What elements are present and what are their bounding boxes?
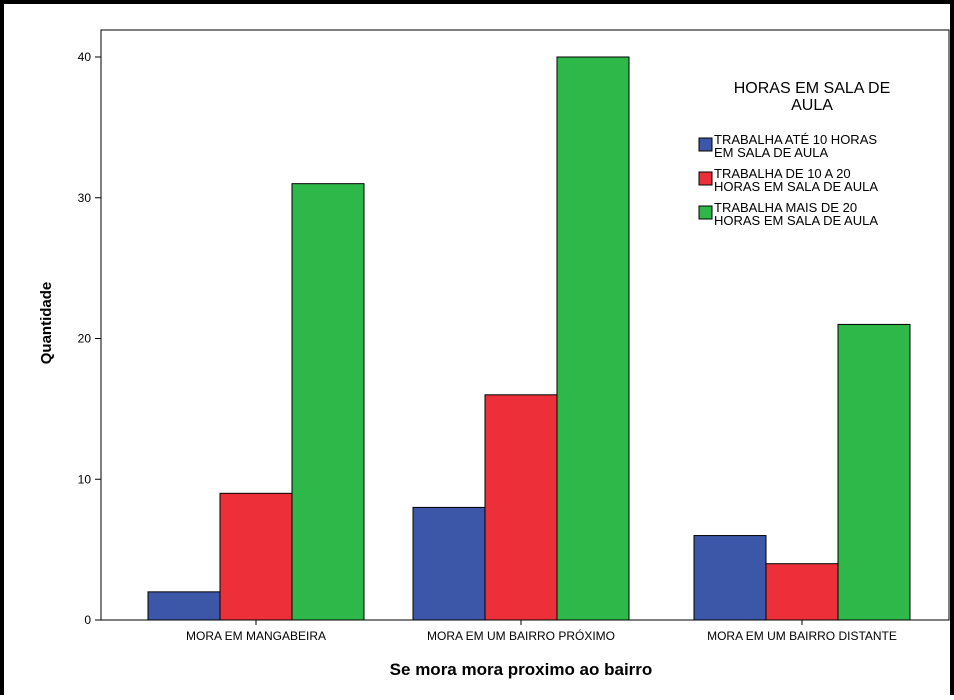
legend-label-1: TRABALHA ATÉ 10 HORAS xyxy=(714,132,877,147)
x-tick-label: MORA EM MANGABEIRA xyxy=(186,629,326,643)
bar-3-3 xyxy=(837,323,911,621)
bar-2-1 xyxy=(219,492,293,621)
x-axis: MORA EM MANGABEIRA MORA EM UM BAIRRO PRÓX… xyxy=(186,620,897,643)
x-tick-label: MORA EM UM BAIRRO PRÓXIMO xyxy=(427,628,615,643)
legend-title-line: HORAS EM SALA DE xyxy=(734,80,891,97)
bars xyxy=(147,56,911,621)
legend-label-1: EM SALA DE AULA xyxy=(714,145,828,160)
legend-swatch-2 xyxy=(698,171,713,186)
bar-1-1 xyxy=(147,591,221,621)
legend-label-2: TRABALHA DE 10 A 20 xyxy=(714,166,851,181)
legend-label-3: HORAS EM SALA DE AULA xyxy=(714,213,878,228)
legend-label-2: HORAS EM SALA DE AULA xyxy=(714,179,878,194)
y-tick-label: 30 xyxy=(78,191,92,205)
y-tick-label: 20 xyxy=(78,332,92,346)
bar-2-2 xyxy=(484,394,558,621)
legend-swatch-1 xyxy=(698,137,713,152)
bar-chart: 0 10 20 30 40 MORA EM MANGABEIRA MORA EM UM B… xyxy=(38,29,950,679)
legend-title-line: AULA xyxy=(791,97,833,114)
legend-swatch-3 xyxy=(698,205,713,220)
bar-2-3 xyxy=(765,563,839,621)
bar-1-2 xyxy=(412,506,486,621)
y-tick-label: 40 xyxy=(78,50,92,64)
y-axis: 0 10 20 30 40 xyxy=(78,50,101,627)
bar-3-2 xyxy=(556,56,630,621)
x-axis-label: Se mora mora proximo ao bairro xyxy=(390,660,653,679)
bar-3-1 xyxy=(291,183,365,621)
bar-1-3 xyxy=(693,535,767,621)
y-axis-label: Quantidade xyxy=(38,282,55,365)
y-tick-label: 0 xyxy=(84,613,91,627)
y-tick-label: 10 xyxy=(78,472,92,486)
x-tick-label: MORA EM UM BAIRRO DISTANTE xyxy=(707,629,897,643)
legend-label-3: TRABALHA MAIS DE 20 xyxy=(714,200,857,215)
